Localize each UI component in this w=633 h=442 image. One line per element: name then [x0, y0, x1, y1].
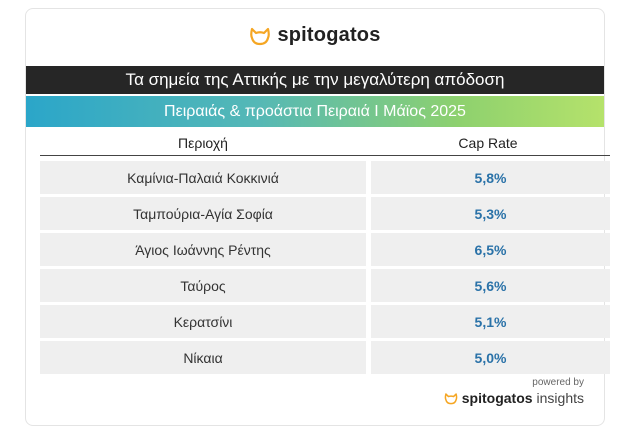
powered-by-footer: powered by spitogatos insights: [444, 377, 584, 406]
brand-name: spitogatos: [277, 24, 381, 46]
header-divider: [40, 155, 610, 156]
table-row: Ταύρος 5,6%: [40, 269, 610, 302]
page-subtitle: Πειραιάς & προάστια Πειραιά Ι Μάϊος 2025: [26, 96, 604, 127]
cap-rate-cell: 5,3%: [371, 197, 610, 230]
area-cell: Ταμπούρια-Αγία Σοφία: [40, 197, 366, 230]
brand-logo: spitogatos: [26, 24, 604, 47]
table-header: Περιοχή Cap Rate: [40, 133, 610, 153]
area-cell: Κερατσίνι: [40, 305, 366, 338]
footer-insights-label: insights: [536, 390, 584, 406]
infographic-card: spitogatos Τα σημεία της Αττικής με την …: [25, 8, 610, 426]
area-cell: Νίκαια: [40, 341, 366, 374]
area-cell: Καμίνια-Παλαιά Κοκκινιά: [40, 161, 366, 194]
table-row: Ταμπούρια-Αγία Σοφία 5,3%: [40, 197, 610, 230]
column-header-cap-rate: Cap Rate: [458, 135, 518, 151]
table-row: Κερατσίνι 5,1%: [40, 305, 610, 338]
table-body: Καμίνια-Παλαιά Κοκκινιά 5,8% Ταμπούρια-Α…: [40, 161, 610, 377]
cap-rate-cell: 6,5%: [371, 233, 610, 266]
cap-rate-cell: 5,0%: [371, 341, 610, 374]
cap-rate-cell: 5,6%: [371, 269, 610, 302]
table-row: Νίκαια 5,0%: [40, 341, 610, 374]
area-cell: Άγιος Ιωάννης Ρέντης: [40, 233, 366, 266]
page-title: Τα σημεία της Αττικής με την μεγαλύτερη …: [26, 66, 604, 94]
cat-logo-icon: [250, 27, 271, 45]
cap-rate-cell: 5,1%: [371, 305, 610, 338]
table-row: Άγιος Ιωάννης Ρέντης 6,5%: [40, 233, 610, 266]
insights-logo: spitogatos insights: [444, 390, 584, 406]
area-cell: Ταύρος: [40, 269, 366, 302]
table-row: Καμίνια-Παλαιά Κοκκινιά 5,8%: [40, 161, 610, 194]
cap-rate-cell: 5,8%: [371, 161, 610, 194]
cat-logo-icon: [444, 392, 458, 404]
powered-by-label: powered by: [532, 377, 584, 388]
column-header-area: Περιοχή: [178, 135, 228, 151]
footer-brand-name: spitogatos: [461, 390, 533, 406]
